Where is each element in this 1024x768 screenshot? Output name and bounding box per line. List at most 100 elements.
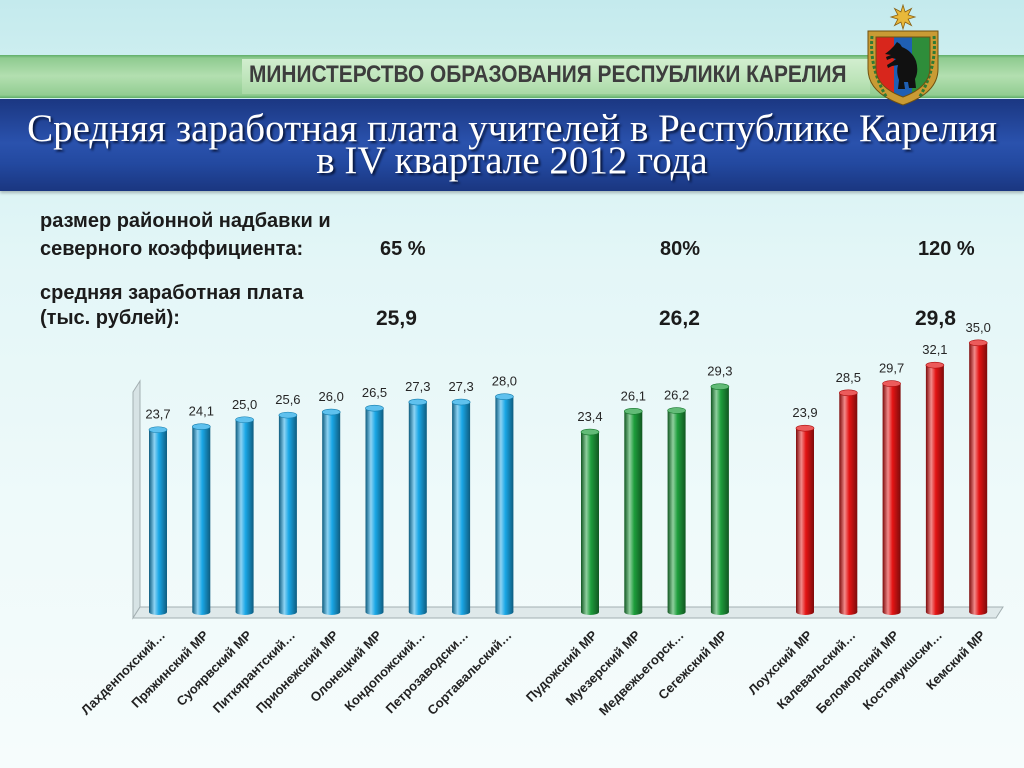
star-icon bbox=[889, 4, 917, 31]
bar bbox=[838, 389, 858, 615]
value-label: 27,3 bbox=[405, 379, 430, 394]
category-label: Пряжинский МР bbox=[128, 627, 211, 710]
ministry-name: МИНИСТЕРСТВО ОБРАЗОВАНИЯ РЕСПУБЛИКИ КАРЕ… bbox=[249, 61, 847, 88]
bar-top bbox=[795, 424, 815, 432]
bar bbox=[408, 398, 428, 615]
bar bbox=[710, 383, 730, 615]
value-label: 23,9 bbox=[792, 405, 817, 420]
bar bbox=[278, 411, 298, 615]
bar-top bbox=[192, 423, 211, 430]
bar-body bbox=[408, 402, 427, 612]
bar-body bbox=[322, 412, 341, 612]
bar-top bbox=[882, 380, 901, 387]
bar bbox=[192, 423, 211, 615]
category-label: Суоярвский МР bbox=[173, 627, 255, 709]
salary-label-line-1: средняя заработная плата bbox=[40, 282, 304, 304]
bar-top bbox=[235, 416, 254, 424]
salary-label-line-2: (тыс. рублей): bbox=[40, 307, 180, 329]
bar-top bbox=[968, 339, 988, 347]
spruce-branch bbox=[870, 35, 889, 99]
bar-top bbox=[495, 393, 514, 400]
coat-of-arms-icon bbox=[867, 4, 939, 106]
bar bbox=[667, 407, 686, 615]
allowance-value-group-3: 120 % bbox=[918, 238, 975, 260]
value-label: 28,5 bbox=[836, 370, 861, 385]
category-label: Кондопожский… bbox=[341, 628, 427, 714]
category-label: Прионежский МР bbox=[253, 627, 342, 716]
bar-top bbox=[278, 411, 298, 419]
category-label: Пудожский МР bbox=[523, 627, 600, 704]
bar-body bbox=[495, 396, 514, 612]
category-label: Петрозаводски… bbox=[383, 628, 472, 717]
bar-body bbox=[667, 410, 686, 612]
bar-body bbox=[925, 365, 944, 612]
category-label: Муезерский МР bbox=[563, 627, 644, 708]
shield-outline bbox=[875, 36, 931, 98]
allowance-label-line-1: размер районной надбавки и bbox=[40, 210, 331, 232]
bar bbox=[882, 380, 901, 615]
allowance-label-line-2: северного коэффициента: bbox=[40, 238, 304, 260]
banner-panel bbox=[242, 59, 870, 94]
average-salary-group-2: 26,2 bbox=[659, 307, 700, 330]
bar-top bbox=[408, 398, 428, 406]
bar bbox=[148, 426, 168, 615]
bar-top bbox=[365, 404, 384, 412]
value-label: 25,0 bbox=[232, 397, 257, 412]
value-labels: 23,7 24,1 25,0 25,6 26,0 26,5 27,3 27,3 28,0 23,4… bbox=[145, 320, 991, 424]
slide-title-line-1: Средняя заработная плата учителей в Респ… bbox=[27, 107, 997, 150]
bar bbox=[968, 339, 988, 615]
bar-body bbox=[365, 408, 384, 612]
bar bbox=[580, 428, 600, 615]
category-label: Сортавальский… bbox=[424, 628, 514, 718]
value-label: 26,2 bbox=[664, 388, 689, 403]
pine-branch bbox=[917, 35, 936, 99]
bar-body bbox=[624, 411, 643, 612]
value-label: 29,3 bbox=[707, 364, 732, 379]
bar-body bbox=[235, 419, 254, 612]
slide-title-line-2: в IV квартале 2012 года bbox=[316, 139, 708, 182]
ministry-banner: МИНИСТЕРСТВО ОБРАЗОВАНИЯ РЕСПУБЛИКИ КАРЕ… bbox=[0, 55, 1024, 98]
bar bbox=[795, 424, 815, 615]
category-label: Питкярантский… bbox=[210, 628, 298, 716]
chart-floor bbox=[132, 606, 1004, 619]
bar-top bbox=[148, 426, 168, 434]
value-label: 35,0 bbox=[966, 320, 991, 335]
bar-top bbox=[838, 389, 858, 397]
bar-body bbox=[882, 383, 901, 612]
bar-top bbox=[925, 361, 945, 369]
allowance-value-group-2: 80% bbox=[660, 238, 701, 260]
category-label: Беломорский МР bbox=[813, 627, 902, 716]
average-salary-group-1: 25,9 bbox=[376, 307, 417, 330]
bear-icon bbox=[885, 42, 918, 89]
bar-body bbox=[796, 428, 814, 612]
value-label: 26,1 bbox=[621, 388, 646, 403]
chart-side-wall bbox=[132, 379, 141, 620]
value-label: 27,3 bbox=[448, 379, 473, 394]
value-label: 28,0 bbox=[492, 374, 517, 389]
average-salary-group-3: 29,8 bbox=[915, 307, 956, 330]
bar bbox=[365, 404, 384, 615]
bar-top bbox=[710, 383, 730, 390]
bar bbox=[321, 408, 341, 615]
value-label: 23,4 bbox=[577, 409, 602, 424]
value-label: 23,7 bbox=[145, 407, 170, 422]
value-label: 32,1 bbox=[922, 342, 947, 357]
bar-top bbox=[667, 407, 686, 414]
category-label: Калевальский… bbox=[774, 628, 859, 713]
title-band: Средняя заработная плата учителей в Респ… bbox=[0, 99, 1024, 191]
bar bbox=[925, 361, 945, 615]
bar bbox=[235, 416, 254, 615]
bar bbox=[623, 407, 643, 615]
bar-body bbox=[710, 386, 729, 612]
bar-body bbox=[278, 415, 297, 612]
bar bbox=[495, 393, 514, 615]
allowance-value-group-1: 65 % bbox=[380, 238, 426, 260]
bar-body bbox=[149, 429, 167, 612]
value-label: 25,6 bbox=[275, 392, 300, 407]
bars bbox=[148, 339, 988, 615]
value-label: 26,5 bbox=[362, 385, 387, 400]
bar-top bbox=[451, 398, 471, 406]
